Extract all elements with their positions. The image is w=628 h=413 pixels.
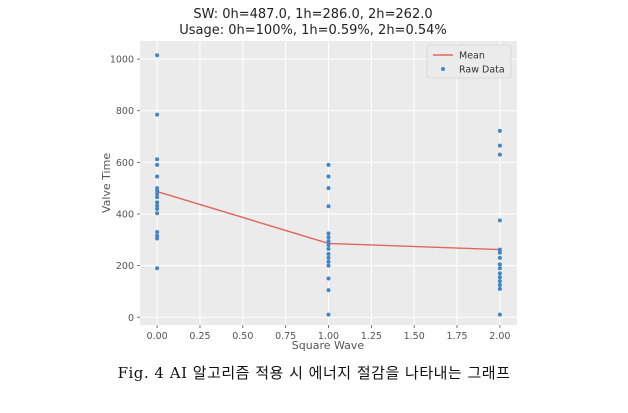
raw-data-point [497,143,502,148]
x-tick-label: 0.50 [232,331,253,342]
raw-data-point [155,53,160,58]
raw-data-point [155,266,160,271]
raw-data-point [326,276,331,281]
x-tick-label: 1.50 [404,331,425,342]
y-axis-label: Valve Time [100,153,113,213]
raw-data-point [326,162,331,167]
chart-title: SW: 0h=487.0, 1h=286.0, 2h=262.0 Usage: … [179,7,447,38]
legend-raw-data-label: Raw Data [459,65,505,76]
raw-data-point [155,236,160,241]
y-tick-label: 400 [116,209,134,220]
raw-data-point [155,188,160,193]
x-tick-label: 0.25 [189,331,210,342]
raw-data-point [497,282,502,287]
x-axis-ticks: 0.00 0.25 0.50 0.75 1.00 1.25 1.50 1.75 2.00 [147,325,510,342]
x-axis-label: Square Wave [292,339,365,352]
legend: Mean Raw Data [426,44,512,79]
x-tick-label: 1.75 [446,331,467,342]
raw-data-point [326,235,331,240]
raw-data-point [497,312,502,317]
chart-title-line-1: SW: 0h=487.0, 1h=286.0, 2h=262.0 [193,7,432,22]
raw-data-point [497,286,502,291]
raw-data-point [326,246,331,251]
raw-data-point [497,128,502,133]
raw-data-point [326,231,331,236]
legend-box [426,44,512,79]
raw-data-point [326,174,331,179]
y-tick-label: 600 [116,158,134,169]
y-tick-label: 200 [116,261,134,272]
x-tick-label: 0.75 [275,331,296,342]
x-tick-label: 1.00 [318,331,339,342]
raw-data-point [497,262,502,267]
raw-data-point [497,218,502,223]
raw-data-point [326,204,331,209]
raw-data-point [155,203,160,208]
raw-data-point [155,174,160,179]
raw-data-point [155,211,160,216]
chart-title-line-2: Usage: 0h=100%, 1h=0.59%, 2h=0.54% [179,23,447,38]
raw-data-point [326,186,331,191]
raw-data-point [155,206,160,211]
legend-mean-label: Mean [459,51,485,62]
raw-data-point [155,195,160,200]
raw-data-point [497,250,502,255]
raw-data-point [326,239,331,244]
raw-data-point [497,271,502,276]
raw-data-point [497,247,502,252]
raw-data-point [155,157,160,162]
x-tick-label: 1.25 [361,331,382,342]
raw-data-point [497,279,502,284]
raw-data-point [326,263,331,268]
raw-data-point [326,252,331,256]
raw-data-point [326,312,331,317]
legend-raw-data-swatch [441,67,445,71]
raw-data-point [326,288,331,293]
raw-data-point [497,266,502,271]
raw-data-point [326,255,331,260]
raw-data-point [155,112,160,117]
raw-data-point [326,259,331,264]
raw-data-point [326,242,331,247]
y-axis-ticks: 0 200 400 600 800 1000 [110,55,140,324]
x-tick-label: 2.00 [489,331,510,342]
raw-data-point [155,162,160,167]
raw-data-series [155,53,502,317]
raw-data-point [497,152,502,157]
figure-caption: Fig. 4 AI 알고리즘 적용 시 에너지 절감을 나타내는 그래프 [117,364,511,382]
x-tick-label: 0.00 [147,331,168,342]
y-tick-label: 1000 [110,55,134,66]
raw-data-point [155,191,160,196]
raw-data-point [497,275,502,280]
raw-data-point [155,230,160,235]
raw-data-point [155,200,160,205]
raw-data-point [497,255,502,260]
y-tick-label: 800 [116,106,134,117]
y-tick-label: 0 [128,313,134,324]
